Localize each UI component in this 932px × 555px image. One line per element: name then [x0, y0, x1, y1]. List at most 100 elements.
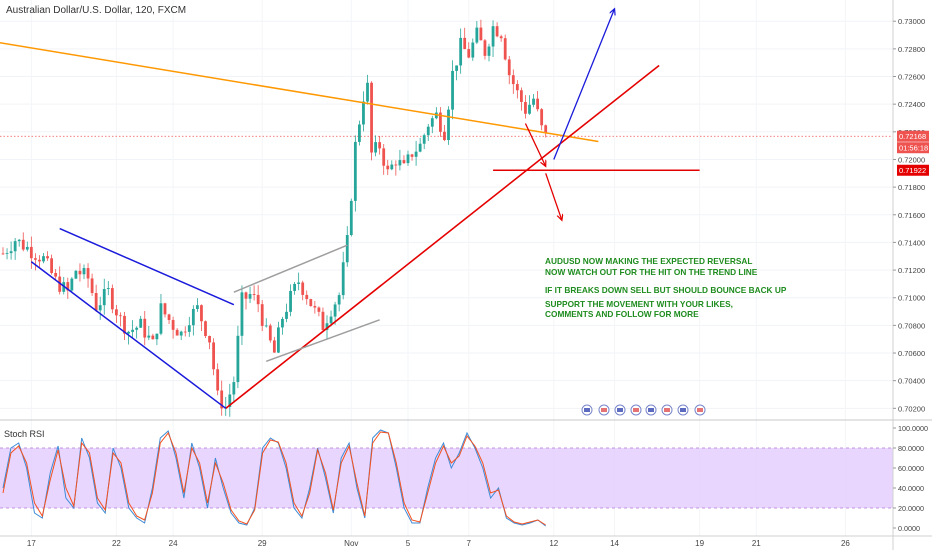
- candle-body: [127, 331, 130, 334]
- candle-body: [503, 38, 507, 60]
- candle-body: [329, 316, 333, 324]
- candle-body: [491, 26, 495, 47]
- candle-body: [277, 327, 280, 353]
- annotation-line-3: IF IT BREAKS DOWN SELL BUT SHOULD BOUNCE…: [545, 285, 787, 295]
- rising-trendline[interactable]: [225, 64, 660, 409]
- time-tick-label: 19: [695, 539, 704, 548]
- candle-body: [151, 335, 155, 340]
- flag-icon[interactable]: [677, 404, 689, 416]
- price-tick-label: 0.72000: [898, 155, 925, 164]
- candle-body: [528, 104, 531, 114]
- candle-body: [208, 335, 211, 343]
- time-tick-label: 7: [467, 539, 472, 548]
- candle-body: [29, 246, 33, 259]
- flag-icon[interactable]: [581, 404, 593, 416]
- wedge-upper[interactable]: [233, 244, 348, 293]
- candle-body: [244, 292, 248, 299]
- price-tick-label: 0.72600: [898, 73, 925, 82]
- flag-shape: [617, 408, 623, 412]
- candle-body: [321, 311, 325, 330]
- flag-shape: [680, 408, 686, 412]
- annotation-line-1: AUDUSD NOW MAKING THE EXPECTED REVERSAL: [545, 256, 752, 266]
- arrow-down-2[interactable]: [545, 173, 562, 220]
- candle-body: [25, 246, 29, 250]
- candle-body: [313, 306, 317, 308]
- price-tick-label: 0.71000: [898, 294, 925, 303]
- flag-icon[interactable]: [661, 404, 673, 416]
- candle-body: [499, 36, 503, 39]
- stoch-rsi-title: Stoch RSI: [4, 429, 45, 439]
- flag-icon[interactable]: [645, 404, 657, 416]
- price-tick-label: 0.70400: [898, 377, 925, 386]
- candle-body: [256, 294, 260, 305]
- stoch-tick-label: 20.0000: [898, 504, 924, 513]
- candle-body: [175, 329, 179, 336]
- candle-body: [143, 318, 147, 338]
- candle-body: [54, 272, 58, 277]
- candle-body: [196, 305, 199, 309]
- candle-body: [430, 118, 434, 127]
- channel-upper[interactable]: [59, 227, 235, 306]
- candle-body: [46, 256, 49, 259]
- candle-body: [422, 135, 426, 144]
- candle-body: [139, 318, 143, 328]
- candle-body: [402, 160, 406, 164]
- candle-body: [406, 154, 410, 164]
- arrow-up[interactable]: [553, 9, 615, 160]
- candle-body: [540, 109, 544, 126]
- flag-icon[interactable]: [694, 404, 706, 416]
- candle-body: [515, 84, 519, 91]
- candle-body: [167, 314, 171, 321]
- candle-body: [544, 125, 548, 134]
- candle-body: [187, 325, 191, 332]
- flag-icon[interactable]: [614, 404, 626, 416]
- candle-body: [264, 325, 268, 327]
- candle-body: [102, 289, 106, 306]
- annotation-text: AUDUSD NOW MAKING THE EXPECTED REVERSAL …: [545, 256, 787, 319]
- candle-body: [487, 46, 491, 56]
- price-tick-label: 0.71600: [898, 211, 925, 220]
- candle-body: [34, 258, 37, 260]
- candle-body: [115, 309, 118, 316]
- price-tick-label: 0.71400: [898, 238, 925, 247]
- candle-body: [90, 278, 94, 294]
- time-tick-label: 24: [169, 539, 178, 548]
- flag-icon[interactable]: [630, 404, 642, 416]
- last-price-label: 0.72168 01:56:18: [897, 130, 929, 154]
- flag-shape: [697, 408, 703, 412]
- candle-body: [394, 164, 398, 166]
- candle-body: [98, 305, 102, 311]
- candle-body: [21, 239, 25, 250]
- price-tick-label: 0.70600: [898, 349, 925, 358]
- candle-body: [370, 82, 373, 153]
- candle-body: [106, 288, 110, 290]
- candle-body: [123, 315, 126, 334]
- svg-text:01:56:18: 01:56:18: [899, 144, 928, 153]
- wedge-lower[interactable]: [265, 319, 380, 363]
- price-tick-label: 0.71200: [898, 266, 925, 275]
- candle-body: [451, 70, 454, 110]
- descending-resistance[interactable]: [0, 42, 599, 143]
- stoch-d-line: [2, 431, 546, 526]
- channel-lower[interactable]: [30, 261, 227, 409]
- flag-shape: [633, 408, 639, 412]
- candle-body: [191, 308, 195, 326]
- candle-body: [9, 251, 13, 254]
- candle-body: [495, 26, 499, 37]
- candle-body: [42, 256, 45, 262]
- flag-shape: [664, 408, 670, 412]
- candle-body: [131, 329, 134, 332]
- flag-icon[interactable]: [598, 404, 610, 416]
- candle-body: [511, 75, 515, 85]
- candle-body: [475, 27, 479, 43]
- candle-body: [13, 241, 17, 252]
- svg-text:0.72168: 0.72168: [899, 132, 926, 141]
- arrow-down-1[interactable]: [524, 123, 545, 167]
- candle-body: [155, 333, 159, 340]
- events-row[interactable]: [581, 404, 706, 416]
- candle-body: [94, 293, 98, 311]
- candle-body: [272, 340, 276, 353]
- candle-body: [305, 294, 309, 300]
